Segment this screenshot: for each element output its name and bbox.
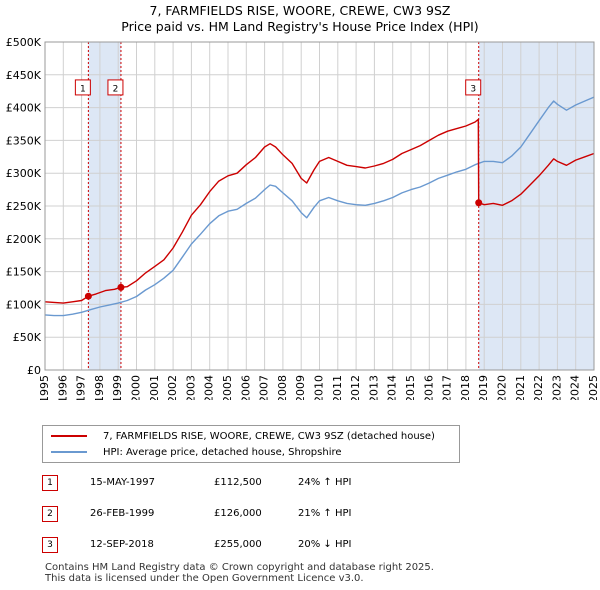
x-tick-label: 2019 — [477, 375, 490, 400]
x-tick-label: 2023 — [550, 375, 563, 400]
sale-price: £112,500 — [214, 477, 262, 488]
sale-price: £126,000 — [214, 508, 262, 519]
series-line-property — [44, 118, 595, 304]
sale-label-box-3 — [465, 79, 482, 96]
x-tick-label: 2016 — [422, 375, 435, 400]
sale-hpi-diff: 21% ↑ HPI — [298, 508, 352, 519]
x-tick-label: 2025 — [587, 375, 600, 400]
x-tick-label: 2015 — [404, 375, 417, 400]
legend-item-hpi: HPI: Average price, detached house, Shro… — [51, 445, 342, 459]
x-tick-label: 2003 — [184, 375, 197, 400]
chart-subtitle: Price paid vs. HM Land Registry's House … — [121, 19, 479, 34]
y-tick-label: £350K — [6, 134, 42, 147]
sale-label-box-2 — [107, 79, 124, 96]
sale-point-1 — [84, 292, 92, 300]
legend-label-hpi: HPI: Average price, detached house, Shro… — [103, 446, 342, 458]
series-line-hpi — [44, 96, 595, 317]
sale-point-2 — [117, 283, 125, 291]
sale-date: 12-SEP-2018 — [90, 539, 154, 550]
legend-swatch-hpi — [51, 451, 87, 453]
y-tick-label: £300K — [6, 167, 42, 180]
x-tick-label: 2010 — [313, 375, 326, 400]
legend-swatch-property — [51, 435, 87, 437]
sale-label-box-1 — [74, 79, 91, 96]
plot-border — [44, 41, 595, 371]
sale-point-3 — [475, 199, 483, 207]
sale-date: 26-FEB-1999 — [90, 508, 155, 519]
footer: Contains HM Land Registry data © Crown c… — [45, 562, 434, 584]
footer-copyright: Contains HM Land Registry data © Crown c… — [45, 562, 434, 573]
x-tick-label: 2011 — [331, 375, 344, 400]
y-tick-label: £400K — [6, 102, 42, 115]
sale-number-badge: 1 — [42, 475, 58, 491]
x-tick-label: 2014 — [386, 375, 399, 400]
sale-date: 15-MAY-1997 — [90, 477, 156, 488]
x-tick-label: 1995 — [38, 375, 51, 400]
x-tick-label: 2004 — [203, 375, 216, 400]
sale-label-text-3: 3 — [470, 84, 476, 94]
x-tick-label: 2018 — [459, 375, 472, 400]
x-tick-label: 2001 — [148, 375, 161, 400]
y-tick-label: £0 — [27, 364, 41, 377]
y-tick-label: £100K — [6, 298, 42, 311]
y-tick-label: £200K — [6, 233, 42, 246]
price-chart: £0 £50K £100K £150K £200K £250K £300K £350K £400… — [6, 36, 600, 400]
legend-item-property: 7, FARMFIELDS RISE, WOORE, CREWE, CW3 9S… — [51, 429, 435, 443]
x-tick-label: 2007 — [258, 375, 271, 400]
x-tick-label: 1996 — [56, 375, 69, 400]
x-tick-label: 2021 — [514, 375, 527, 400]
sale-label-text-2: 2 — [113, 84, 119, 94]
sale-price: £255,000 — [214, 539, 262, 550]
y-tick-label: £250K — [6, 200, 42, 213]
x-tick-label: 1998 — [93, 375, 106, 400]
x-tick-label: 2002 — [166, 375, 179, 400]
sale-hpi-diff: 20% ↓ HPI — [298, 539, 352, 550]
x-tick-label: 1999 — [111, 375, 124, 400]
legend: 7, FARMFIELDS RISE, WOORE, CREWE, CW3 9S… — [42, 425, 460, 463]
sale-label-text-1: 1 — [80, 84, 86, 94]
y-tick-label: £500K — [6, 36, 42, 49]
x-tick-label: 2024 — [569, 375, 582, 400]
x-tick-label: 2008 — [276, 375, 289, 400]
x-tick-label: 1997 — [75, 375, 88, 400]
x-tick-label: 2005 — [221, 375, 234, 400]
x-tick-label: 2020 — [496, 375, 509, 400]
footer-licence: This data is licensed under the Open Gov… — [45, 573, 364, 584]
x-tick-label: 2006 — [239, 375, 252, 400]
x-tick-label: 2022 — [532, 375, 545, 400]
y-tick-label: £150K — [6, 266, 42, 279]
x-tick-label: 2013 — [367, 375, 380, 400]
x-tick-label: 2009 — [294, 375, 307, 400]
x-tick-label: 2000 — [130, 375, 143, 400]
chart-title: 7, FARMFIELDS RISE, WOORE, CREWE, CW3 9S… — [149, 3, 451, 18]
sale-number-badge: 2 — [42, 506, 58, 522]
legend-label-property: 7, FARMFIELDS RISE, WOORE, CREWE, CW3 9S… — [103, 430, 435, 442]
sale-hpi-diff: 24% ↑ HPI — [298, 477, 352, 488]
x-tick-label: 2017 — [441, 375, 454, 400]
y-tick-label: £450K — [6, 69, 42, 82]
y-tick-label: £50K — [13, 331, 42, 344]
x-tick-label: 2012 — [349, 375, 362, 400]
sale-number-badge: 3 — [42, 537, 58, 553]
